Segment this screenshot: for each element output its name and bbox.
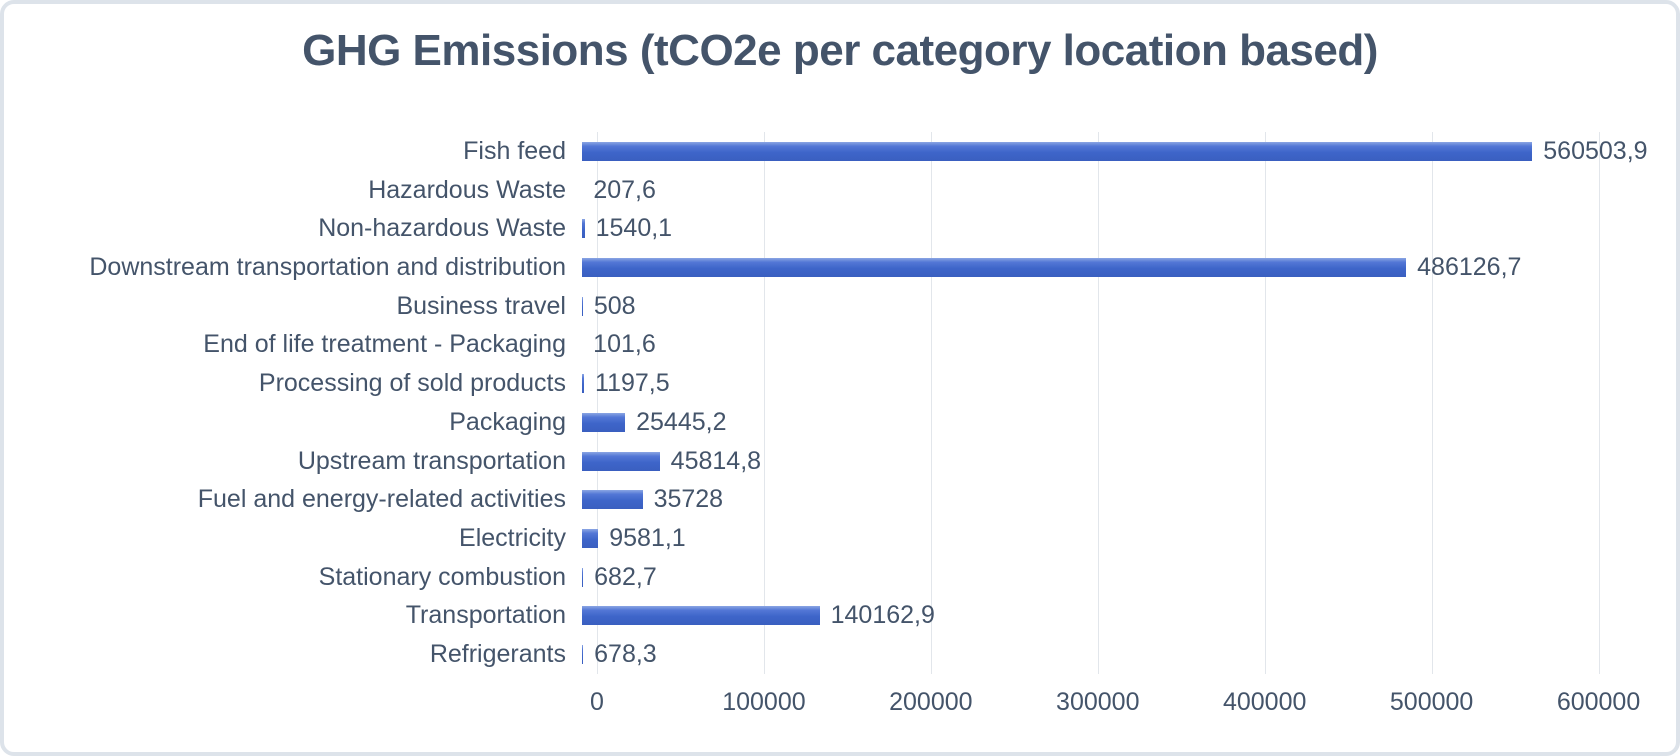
bar-track: 1540,1 <box>582 209 1680 248</box>
value-label: 508 <box>594 292 636 321</box>
category-label: Processing of sold products <box>4 369 582 398</box>
bar <box>582 568 583 587</box>
bar-track: 35728 <box>582 480 1680 519</box>
bar-rows: Fish feed 560503,9 Hazardous Waste 207,6 Non… <box>4 132 1680 674</box>
category-label: Packaging <box>4 408 582 437</box>
x-axis: 0100000200000300000400000500000600000 <box>597 688 1680 724</box>
category-label: Fuel and energy-related activities <box>4 485 582 514</box>
bar-row: Business travel 508 <box>4 287 1680 326</box>
bar-row: End of life treatment - Packaging 101,6 <box>4 326 1680 365</box>
bar-row: Refrigerants 678,3 <box>4 635 1680 674</box>
bar-row: Packaging 25445,2 <box>4 403 1680 442</box>
bar-track: 486126,7 <box>582 248 1680 287</box>
bar <box>582 452 660 471</box>
value-label: 1540,1 <box>596 214 672 243</box>
category-label: Upstream transportation <box>4 447 582 476</box>
bar <box>582 413 625 432</box>
chart-card: GHG Emissions (tCO2e per category locati… <box>0 0 1680 756</box>
x-tick-label: 600000 <box>1557 688 1640 717</box>
bar-row: Fish feed 560503,9 <box>4 132 1680 171</box>
category-label: Stationary combustion <box>4 563 582 592</box>
x-tick-label: 100000 <box>722 688 805 717</box>
bar-row: Electricity 9581,1 <box>4 519 1680 558</box>
x-tick-label: 400000 <box>1223 688 1306 717</box>
value-label: 9581,1 <box>609 524 685 553</box>
category-label: Hazardous Waste <box>4 176 582 205</box>
category-label: Business travel <box>4 292 582 321</box>
bar-track: 25445,2 <box>582 403 1680 442</box>
bar-row: Hazardous Waste 207,6 <box>4 171 1680 210</box>
bar <box>582 490 643 509</box>
category-label: Fish feed <box>4 137 582 166</box>
value-label: 486126,7 <box>1417 253 1521 282</box>
x-tick-label: 0 <box>590 688 604 717</box>
bar-row: Downstream transportation and distributi… <box>4 248 1680 287</box>
bar-row: Fuel and energy-related activities 35728 <box>4 480 1680 519</box>
value-label: 1197,5 <box>595 369 670 398</box>
bar-track: 45814,8 <box>582 442 1680 481</box>
bar-track: 101,6 <box>582 326 1680 365</box>
value-label: 207,6 <box>593 176 656 205</box>
bar-track: 1197,5 <box>582 364 1680 403</box>
category-label: Electricity <box>4 524 582 553</box>
value-label: 678,3 <box>594 640 657 669</box>
bar <box>582 606 820 625</box>
x-tick-label: 500000 <box>1390 688 1473 717</box>
category-label: Non-hazardous Waste <box>4 214 582 243</box>
bar-row: Non-hazardous Waste 1540,1 <box>4 209 1680 248</box>
bar-track: 508 <box>582 287 1680 326</box>
value-label: 101,6 <box>593 330 656 359</box>
bar-track: 560503,9 <box>582 132 1680 171</box>
category-label: Refrigerants <box>4 640 582 669</box>
bar <box>582 374 584 393</box>
bar-track: 9581,1 <box>582 519 1680 558</box>
bar <box>582 219 585 238</box>
bar-track: 682,7 <box>582 558 1680 597</box>
value-label: 25445,2 <box>636 408 726 437</box>
bar-row: Transportation 140162,9 <box>4 597 1680 636</box>
bar-track: 207,6 <box>582 171 1680 210</box>
value-label: 35728 <box>654 485 724 514</box>
bar-row: Stationary combustion 682,7 <box>4 558 1680 597</box>
bar-row: Processing of sold products 1197,5 <box>4 364 1680 403</box>
bar-row: Upstream transportation 45814,8 <box>4 442 1680 481</box>
bar <box>582 297 583 316</box>
x-tick-label: 300000 <box>1056 688 1139 717</box>
bar <box>582 142 1532 161</box>
bar <box>582 645 583 664</box>
category-label: Transportation <box>4 601 582 630</box>
bar <box>582 529 598 548</box>
category-label: End of life treatment - Packaging <box>4 330 582 359</box>
bar <box>582 258 1406 277</box>
bar-track: 140162,9 <box>582 597 1680 636</box>
value-label: 45814,8 <box>671 447 761 476</box>
category-label: Downstream transportation and distributi… <box>4 253 582 282</box>
chart-title: GHG Emissions (tCO2e per category locati… <box>4 26 1676 76</box>
value-label: 140162,9 <box>831 601 935 630</box>
x-tick-label: 200000 <box>889 688 972 717</box>
value-label: 560503,9 <box>1543 137 1647 166</box>
value-label: 682,7 <box>594 563 657 592</box>
bar-track: 678,3 <box>582 635 1680 674</box>
